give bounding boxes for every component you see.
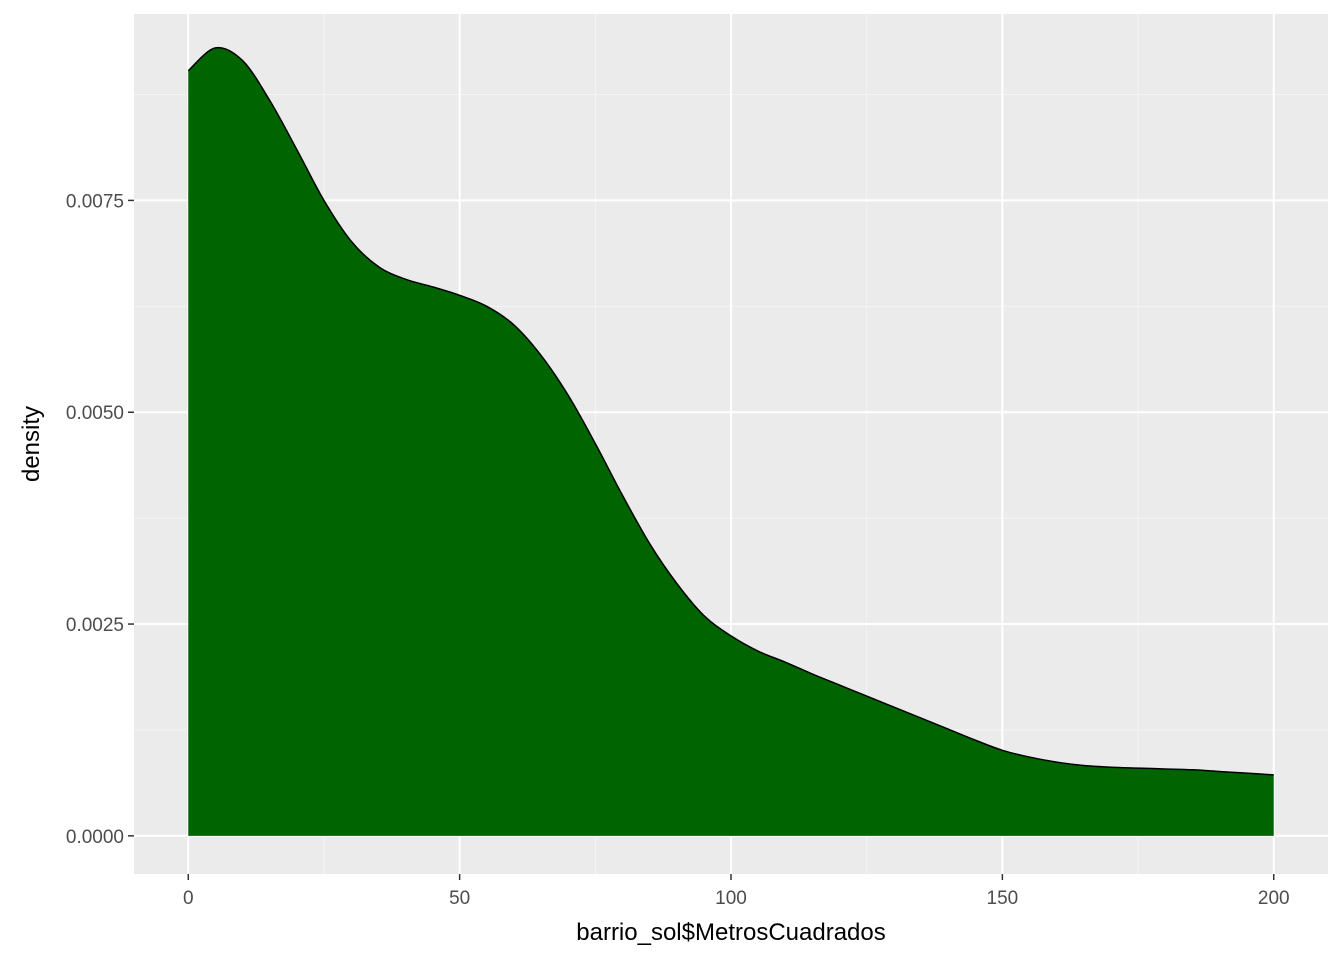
x-tick-label: 50: [449, 888, 470, 909]
y-tick-label: 0.0075: [66, 191, 124, 212]
x-tick-label: 0: [183, 888, 194, 909]
density-area: [188, 47, 1274, 836]
x-axis-title: barrio_sol$MetrosCuadrados: [576, 919, 886, 946]
y-axis-title: density: [18, 406, 45, 482]
x-tick-label: 200: [1258, 888, 1290, 909]
x-axis: 0 50 100 150 200: [183, 874, 1290, 909]
density-outline: [187, 46, 1274, 776]
y-tick-label: 0.0025: [66, 615, 124, 636]
x-tick-label: 100: [715, 888, 747, 909]
y-tick-label: 0.0050: [66, 403, 124, 424]
y-axis: 0.0000 0.0025 0.0050 0.0075: [66, 191, 134, 848]
x-tick-label: 150: [987, 888, 1019, 909]
y-tick-label: 0.0000: [66, 827, 124, 848]
